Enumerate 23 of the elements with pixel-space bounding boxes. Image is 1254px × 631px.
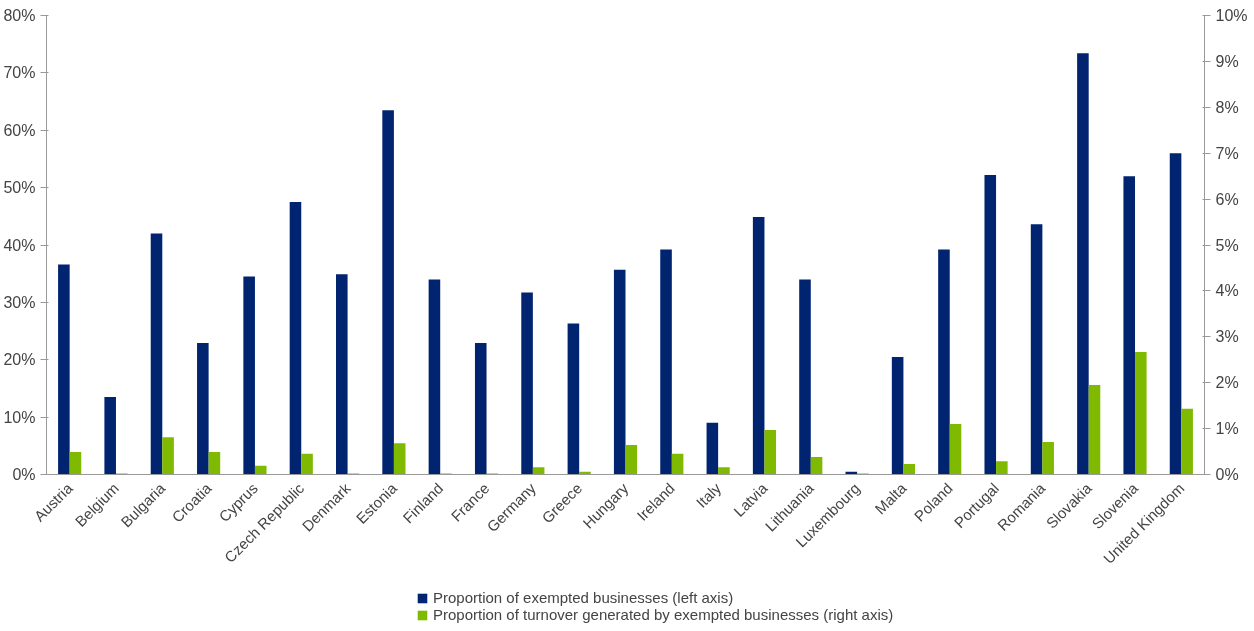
y2-tick-label: 2% <box>1215 374 1239 392</box>
y2-tick-label: 10% <box>1215 7 1248 24</box>
y-tick-label: 60% <box>3 121 36 139</box>
y-tick-label: 0% <box>12 466 36 483</box>
y2-tick-label: 6% <box>1215 190 1239 208</box>
y2-tick-label: 7% <box>1215 144 1239 162</box>
y-tick-label: 50% <box>3 179 36 197</box>
y-tick-label: 80% <box>3 7 36 24</box>
y-tick-label: 20% <box>3 351 36 369</box>
y-tick-label: 10% <box>3 408 36 426</box>
y-tick-label: 40% <box>3 236 36 254</box>
y2-tick-label: 5% <box>1215 236 1239 254</box>
y-tick-label: 30% <box>3 293 36 311</box>
x-tick-label: Italy <box>692 479 725 511</box>
y2-tick-label: 4% <box>1215 282 1239 300</box>
legend-label: Proportion of turnover generated by exempted businesses (right axis) <box>433 606 894 623</box>
y-tick-label: 70% <box>3 64 36 82</box>
y2-tick-label: 3% <box>1215 328 1239 346</box>
y2-tick-label: 0% <box>1215 466 1239 483</box>
legend-label: Proportion of exempted businesses (left axis) <box>433 589 734 606</box>
y2-tick-label: 1% <box>1215 420 1239 438</box>
y2-tick-label: 9% <box>1215 52 1239 70</box>
y2-tick-label: 8% <box>1215 98 1239 116</box>
